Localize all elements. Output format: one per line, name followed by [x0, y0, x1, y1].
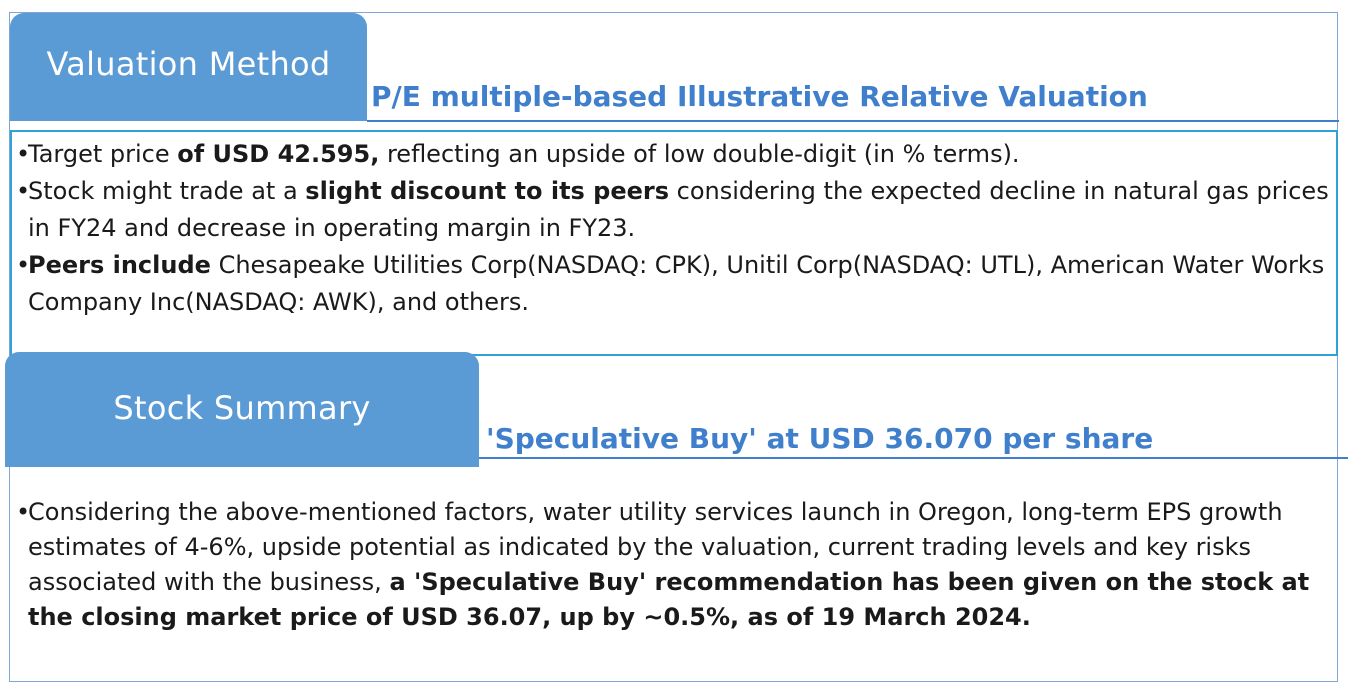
bullet-bold-text: a 'Speculative Buy' recommendation has b… — [28, 568, 1310, 631]
stock-summary-subheading: 'Speculative Buy' at USD 36.070 per shar… — [486, 422, 1154, 455]
valuation-method-subheading: P/E multiple-based Illustrative Relative… — [371, 80, 1148, 113]
valuation-method-underline — [367, 120, 1339, 122]
valuation-method-tab-label: Valuation Method — [46, 45, 331, 83]
bullet-text: reflecting an upside of low double-digit… — [379, 140, 1020, 168]
bullet-peer-discount: • Stock might trade at a slight discount… — [16, 173, 1334, 247]
stock-summary-tab-label: Stock Summary — [113, 388, 371, 427]
bullet-recommendation: • Considering the above-mentioned factor… — [16, 495, 1334, 635]
bullet-marker: • — [16, 498, 31, 526]
bullet-marker: • — [16, 251, 31, 279]
bullet-text: Target price — [28, 140, 178, 168]
stock-summary-underline — [479, 457, 1348, 459]
bullet-bold-text: of USD 42.595, — [177, 140, 380, 168]
bullet-text: considering the expected decline in natu… — [28, 177, 1329, 242]
bullet-text: Chesapeake Utilities Corp(NASDAQ: CPK), … — [28, 251, 1325, 316]
bullet-bold-text: slight discount to its peers — [305, 177, 670, 205]
bullet-target-price: • Target price of USD 42.595, reflecting… — [16, 136, 1334, 173]
bullet-marker: • — [16, 140, 31, 168]
bullet-marker: • — [16, 177, 31, 205]
bullet-bold-text: Peers include — [28, 251, 211, 279]
valuation-content-box — [10, 130, 1338, 356]
stock-summary-tab: Stock Summary — [5, 352, 479, 467]
bullet-peers: • Peers include Chesapeake Utilities Cor… — [16, 247, 1334, 321]
valuation-bullet-list: • Target price of USD 42.595, reflecting… — [16, 136, 1334, 321]
summary-bullet-list: • Considering the above-mentioned factor… — [16, 495, 1334, 635]
valuation-method-tab: Valuation Method — [10, 13, 367, 121]
bullet-text: Considering the above-mentioned factors,… — [28, 498, 1283, 596]
bullet-text: Stock might trade at a — [28, 177, 306, 205]
